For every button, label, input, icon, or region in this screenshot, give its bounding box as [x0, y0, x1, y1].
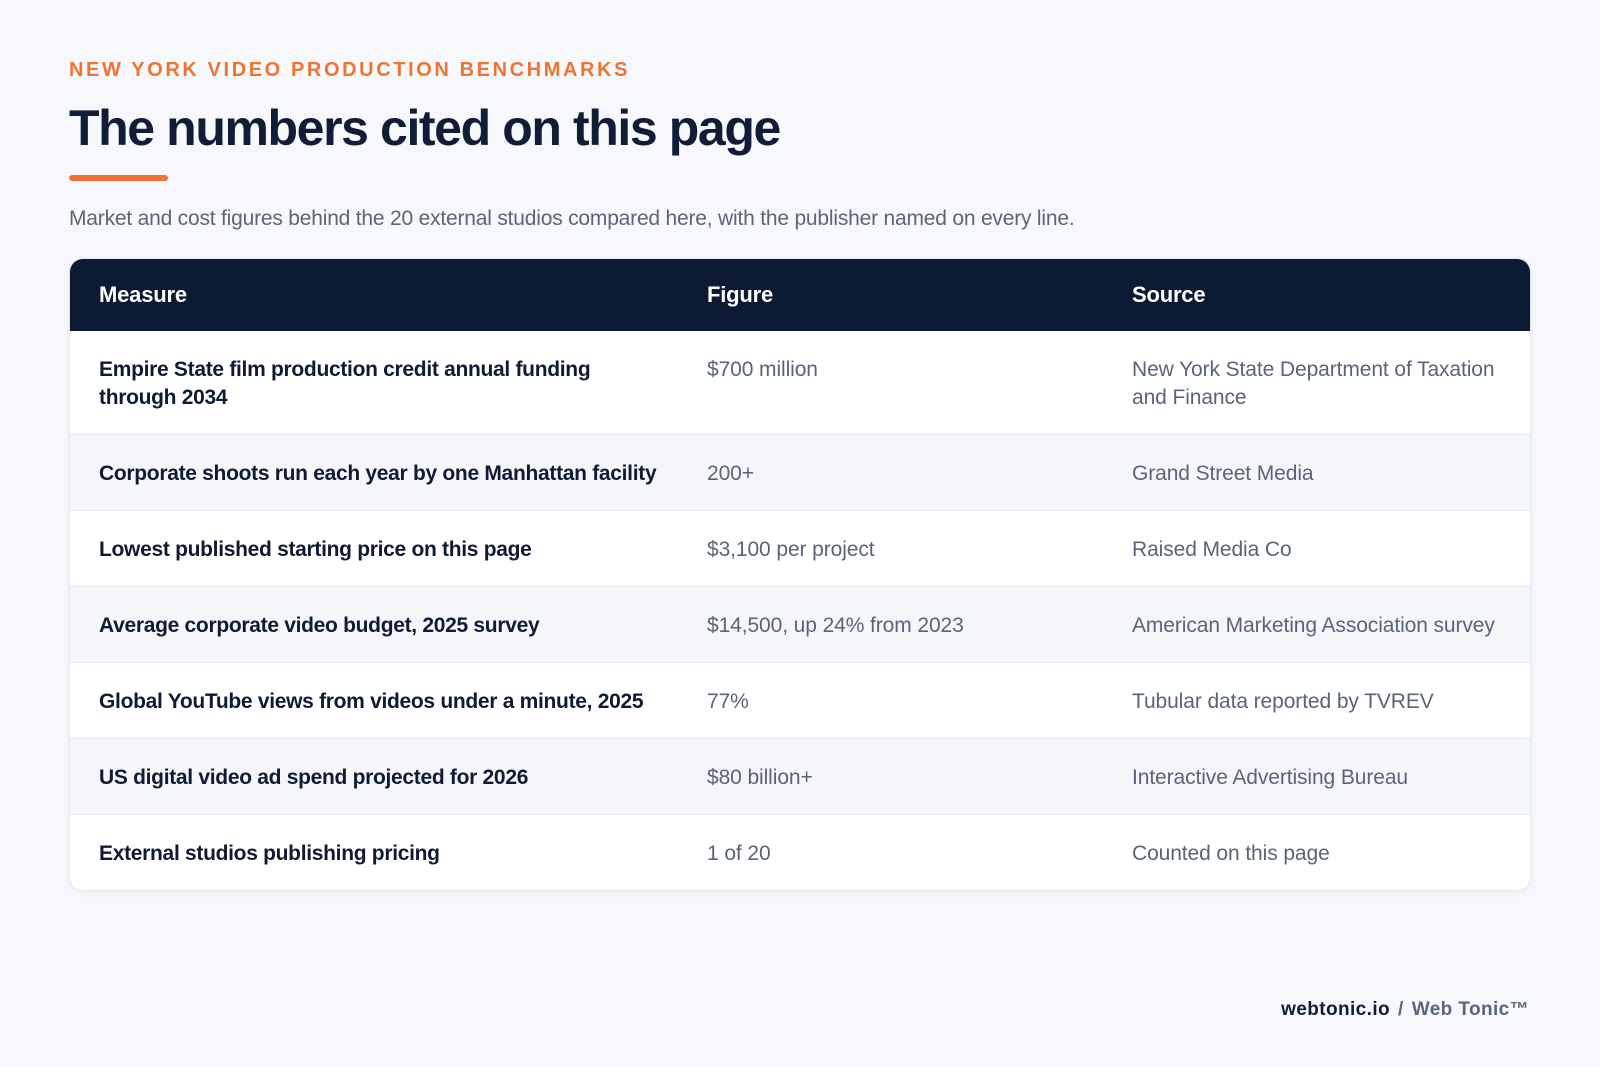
source-cell: Counted on this page: [1103, 814, 1530, 890]
measure-cell: Lowest published starting price on this …: [70, 510, 678, 587]
table-row: External studios publishing pricing 1 of…: [70, 814, 1530, 890]
measure-cell: US digital video ad spend projected for …: [70, 738, 678, 815]
measure-cell: Corporate shoots run each year by one Ma…: [70, 434, 678, 511]
table-row: Corporate shoots run each year by one Ma…: [70, 434, 1530, 511]
figure-cell: $3,100 per project: [678, 510, 1103, 587]
figure-cell: $700 million: [707, 358, 818, 381]
title-accent-bar: [69, 175, 168, 181]
footer-credit: webtonic.io / Web Tonic™: [1281, 999, 1529, 1021]
figure-cell: $14,500, up 24% from 2023: [678, 586, 1103, 663]
table-header-row: Measure Figure Source: [70, 259, 1530, 331]
measure-cell: Global YouTube views from videos under a…: [70, 662, 678, 739]
table-row: Global YouTube views from videos under a…: [70, 662, 1530, 739]
measure-cell: Empire State film production credit annu…: [99, 358, 591, 409]
page: NEW YORK VIDEO PRODUCTION BENCHMARKS The…: [69, 56, 1531, 891]
table-row: Empire State film production credit annu…: [70, 331, 1530, 435]
benchmarks-table: Measure Figure Source Empire State film …: [70, 259, 1530, 890]
figure-cell: 1 of 20: [678, 814, 1103, 890]
source-cell: Raised Media Co: [1103, 510, 1530, 587]
table-body: Empire State film production credit annu…: [70, 331, 1530, 890]
column-header-source: Source: [1132, 282, 1206, 307]
figure-cell: 77%: [678, 662, 1103, 739]
column-header-measure: Measure: [99, 282, 187, 307]
measure-cell: Average corporate video budget, 2025 sur…: [70, 586, 678, 663]
column-header-figure: Figure: [707, 282, 774, 307]
table-row: Lowest published starting price on this …: [70, 510, 1530, 587]
source-cell: New York State Department of Taxation an…: [1132, 358, 1495, 409]
page-subtitle: Market and cost figures behind the 20 ex…: [69, 207, 1075, 230]
benchmarks-table-card: Measure Figure Source Empire State film …: [69, 258, 1531, 891]
figure-cell: 200+: [678, 434, 1103, 511]
source-cell: Grand Street Media: [1103, 434, 1530, 511]
page-title: The numbers cited on this page: [69, 100, 781, 156]
footer-domain: webtonic.io: [1281, 999, 1391, 1020]
table-header: Measure Figure Source: [70, 259, 1530, 331]
footer-separator: /: [1398, 999, 1404, 1020]
source-cell: Interactive Advertising Bureau: [1103, 738, 1530, 815]
table-row: US digital video ad spend projected for …: [70, 738, 1530, 815]
eyebrow-label: NEW YORK VIDEO PRODUCTION BENCHMARKS: [69, 59, 631, 81]
measure-cell: External studios publishing pricing: [70, 814, 678, 890]
footer-brand: Web Tonic™: [1411, 999, 1529, 1020]
figure-cell: $80 billion+: [678, 738, 1103, 815]
source-cell: American Marketing Association survey: [1103, 586, 1530, 663]
source-cell: Tubular data reported by TVREV: [1103, 662, 1530, 739]
table-row: Average corporate video budget, 2025 sur…: [70, 586, 1530, 663]
